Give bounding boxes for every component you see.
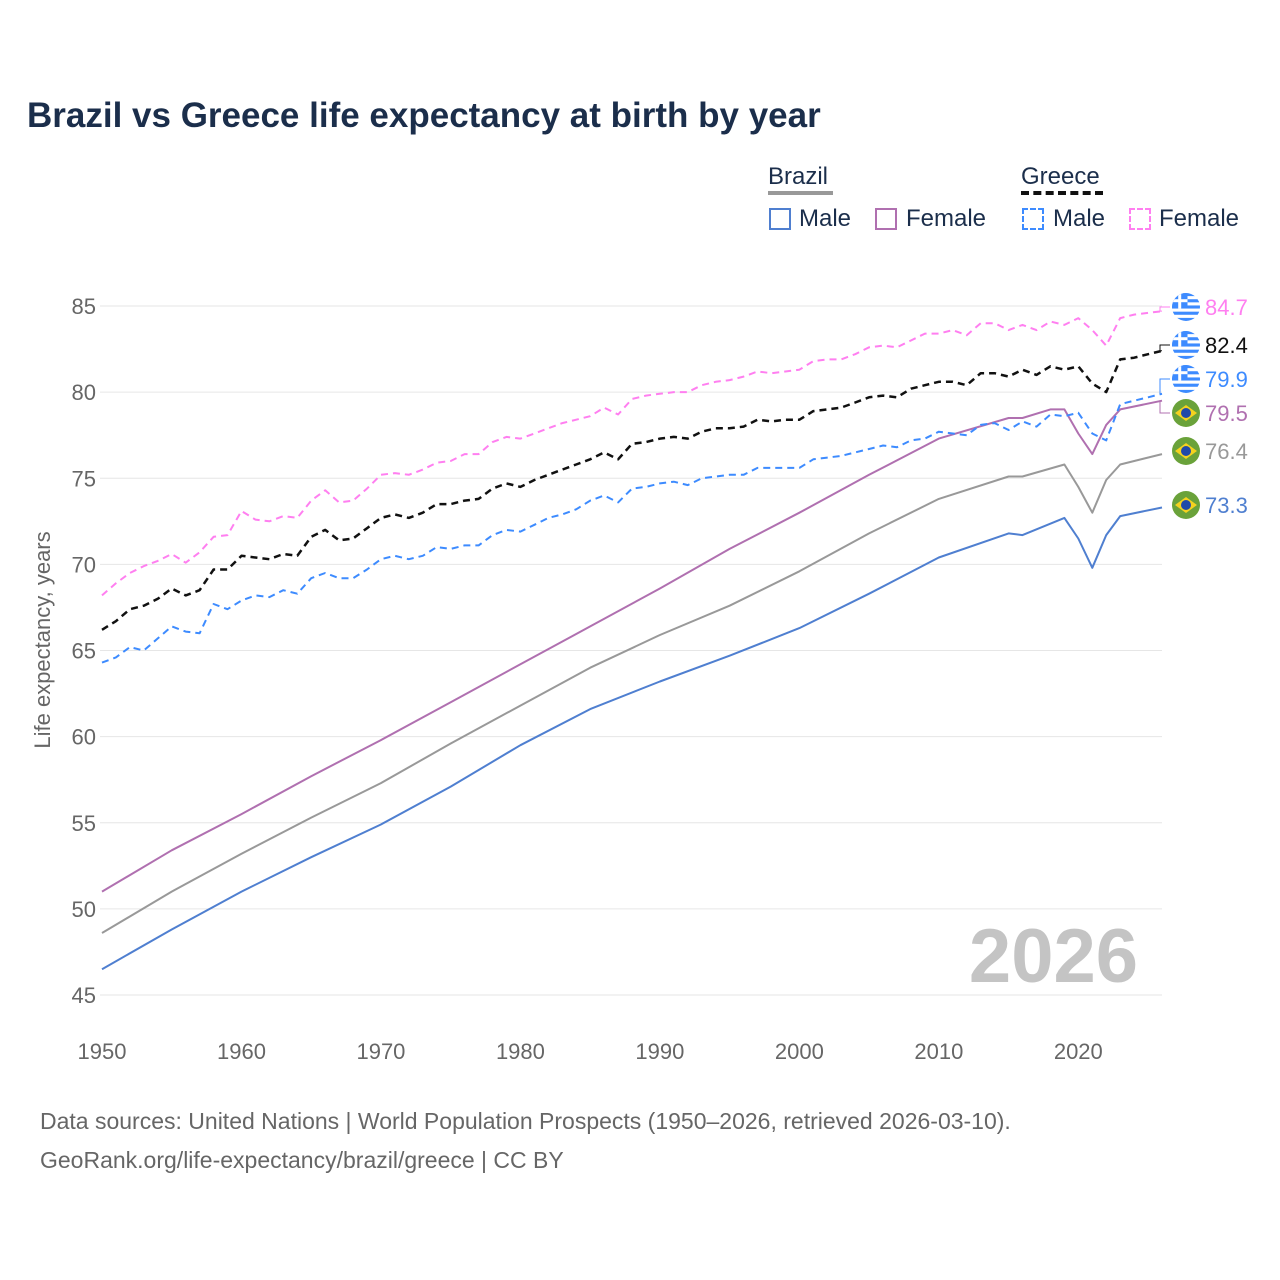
brazil-flag-icon [1172,399,1200,427]
label-connector [1159,306,1170,312]
legend-brazil-male-swatch[interactable] [769,208,791,230]
label-connector [1159,400,1170,414]
greece-flag-icon [1172,365,1200,393]
brazil-flag-icon [1172,437,1200,465]
x-tick-label: 2000 [775,1039,824,1064]
greece-flag-icon [1172,293,1200,321]
x-tick-label: 1980 [496,1039,545,1064]
y-tick-label: 60 [72,725,96,750]
end-value-label-brazil-male: 73.3 [1205,493,1248,518]
y-tick-label: 75 [72,466,96,491]
end-value-label-greece-female: 84.7 [1205,295,1248,320]
x-tick-label: 1950 [78,1039,127,1064]
source-line-1: Data sources: United Nations | World Pop… [40,1108,1011,1134]
y-tick-label: 65 [72,639,96,664]
y-tick-label: 50 [72,897,96,922]
greece-flag-icon [1172,331,1200,359]
x-tick-label: 1990 [635,1039,684,1064]
legend-brazil-female-swatch[interactable] [875,208,897,230]
legend-greece-line [1021,191,1103,195]
x-tick-label: 1970 [356,1039,405,1064]
y-tick-label: 45 [72,983,96,1008]
end-value-label-greece: 82.4 [1205,333,1248,358]
label-connector [1159,344,1170,352]
legend-greece-female-swatch[interactable] [1129,208,1151,230]
x-tick-label: 1960 [217,1039,266,1064]
brazil-flag-icon [1172,491,1200,519]
series-line-greece-female[interactable] [101,310,1163,597]
series-line-brazil-male[interactable] [101,506,1163,971]
series-line-brazil[interactable] [101,453,1163,934]
y-tick-label: 70 [72,552,96,577]
legend-greece-male-swatch[interactable] [1022,208,1044,230]
y-axis-label: Life expectancy, years [30,531,55,748]
y-tick-label: 80 [72,380,96,405]
label-connector [1159,378,1170,395]
y-tick-label: 85 [72,294,96,319]
series-line-greece-male[interactable] [101,392,1163,664]
series-line-greece[interactable] [101,349,1163,631]
x-tick-label: 2010 [914,1039,963,1064]
legend-brazil-female-label[interactable]: Female [906,205,987,232]
year-watermark: 2026 [969,914,1138,999]
x-tick-label: 2020 [1054,1039,1103,1064]
end-value-label-brazil: 76.4 [1205,439,1248,464]
end-value-label-brazil-female: 79.5 [1205,401,1248,426]
legend-greece-male-label[interactable]: Male [1053,205,1106,232]
legend-brazil-line [768,191,833,195]
legend-brazil-heading: Brazil [768,163,829,190]
legend-brazil-male-label[interactable]: Male [799,205,852,232]
y-tick-label: 55 [72,811,96,836]
series-line-brazil-female[interactable] [101,399,1163,893]
legend-greece-heading: Greece [1021,163,1100,190]
legend-greece-female-label[interactable]: Female [1159,205,1240,232]
chart-title: Brazil vs Greece life expectancy at birt… [27,96,821,135]
end-value-label-greece-male: 79.9 [1205,367,1248,392]
source-line-2: GeoRank.org/life-expectancy/brazil/greec… [40,1147,564,1173]
